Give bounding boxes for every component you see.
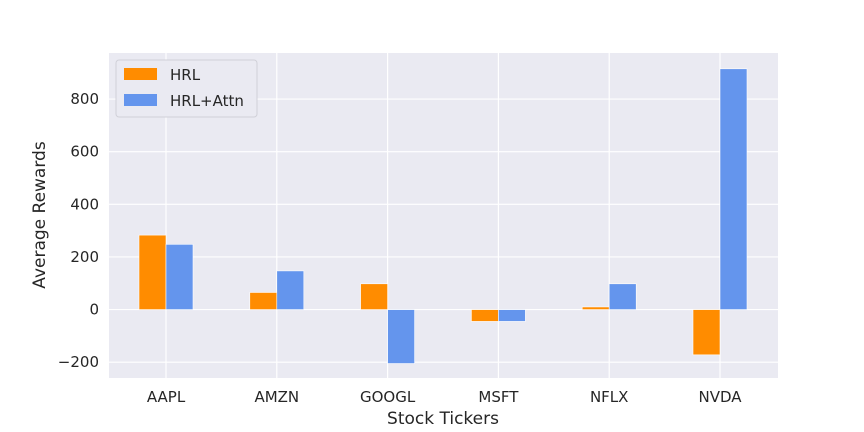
x-tick-labels: AAPL AMZN GOOGL MSFT NFLX NVDA [147,388,742,406]
x-tick-label: GOOGL [360,388,416,406]
bar-hrl-nvda [692,309,721,356]
legend-swatch [124,68,157,80]
y-tick-label: 200 [70,248,99,266]
y-tick-label: 600 [70,143,99,161]
bar-hrl-amzn [249,292,278,310]
bar-hrl-attn-aapl [165,244,194,310]
x-tick-label: NFLX [590,388,628,406]
legend-label: HRL+Attn [170,92,244,110]
y-tick-label: −200 [58,353,99,371]
bar-hrl-googl [360,283,388,310]
x-tick-label: AAPL [147,388,186,406]
y-axis-label: Average Rewards [30,141,50,289]
bar-hrl-aapl [138,234,167,310]
legend-swatch [124,94,157,106]
bar-hrl-attn-amzn [276,270,305,310]
y-tick-label: 0 [89,301,99,319]
x-tick-label: MSFT [478,388,519,406]
x-axis-label: Stock Tickers [387,409,499,429]
bar-hrl-attn-msft [498,309,526,322]
y-tick-label: 400 [70,195,99,213]
bar-hrl-attn-nflx [608,283,637,310]
x-tick-label: NVDA [698,388,742,406]
bars [138,68,748,364]
y-tick-label: 800 [70,90,99,108]
bar-hrl-attn-googl [387,309,415,364]
bar-hrl-msft [471,309,499,322]
legend-label: HRL [170,66,201,84]
y-tick-labels: −200 0 200 400 600 800 [58,90,99,371]
bar-hrl-attn-nvda [719,68,748,310]
x-tick-label: AMZN [254,388,299,406]
legend: HRL HRL+Attn [115,59,258,118]
grid-lines [109,53,778,378]
bar-hrl-nflx [581,306,610,310]
